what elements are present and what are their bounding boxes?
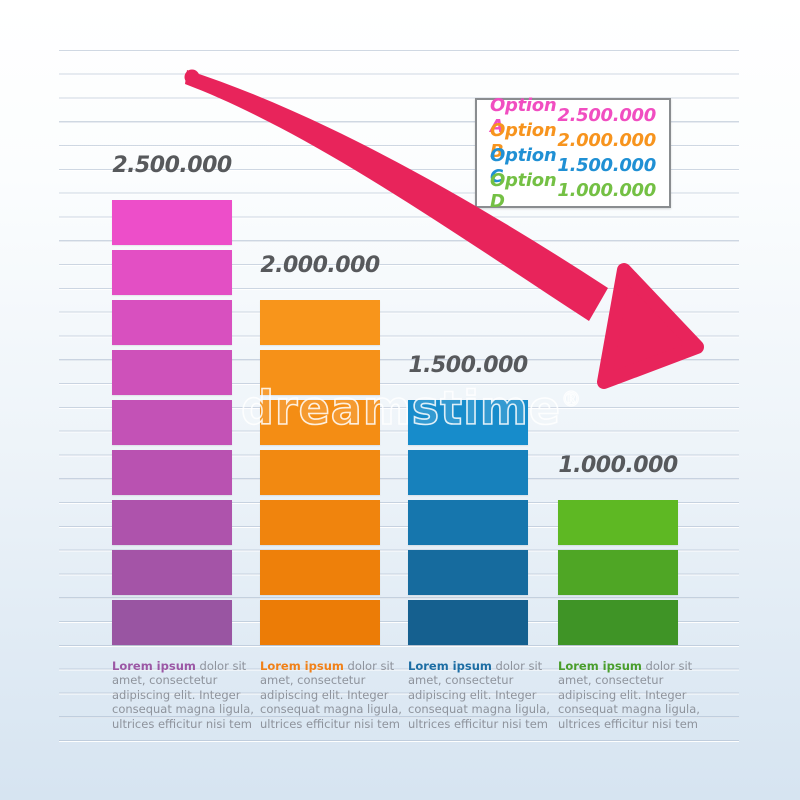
bar-segment [408, 550, 528, 595]
bar-segment [112, 600, 232, 645]
chart-column-option-b: 2.000.000 Lorem ipsum dolor sit amet, co… [260, 0, 408, 800]
footnote-option-c: Lorem ipsum dolor sit amet, consectetur … [408, 659, 551, 731]
bar-segment [408, 450, 528, 495]
bar-segment [260, 450, 380, 495]
bar-value-label-b: 2.000.000 [260, 253, 380, 278]
bar-value-label-c: 1.500.000 [408, 353, 528, 378]
bar-segment [112, 450, 232, 495]
footnote-option-d: Lorem ipsum dolor sit amet, consectetur … [558, 659, 701, 731]
bar-option-b [260, 300, 380, 645]
bar-segment [112, 250, 232, 295]
chart-column-option-a: 2.500.000 Lorem ipsum dolor sit amet, co… [112, 0, 260, 800]
bar-segment [260, 550, 380, 595]
bar-segment [260, 600, 380, 645]
legend-value-b: 2.000.000 [557, 130, 656, 151]
footnote-body-c: dolor sit amet, consectetur adipiscing e… [408, 659, 550, 731]
footnote-lead-b: Lorem ipsum [260, 659, 344, 673]
footnote-option-a: Lorem ipsum dolor sit amet, consectetur … [112, 659, 255, 731]
legend-value-d: 1.000.000 [557, 180, 656, 201]
bar-segment [408, 600, 528, 645]
chart-column-option-d: 1.000.000 Lorem ipsum dolor sit amet, co… [558, 0, 706, 800]
legend-box: Option A 2.500.000 Option B 2.000.000 Opti… [475, 95, 671, 212]
bar-segment [408, 500, 528, 545]
bar-segment [260, 500, 380, 545]
footnote-body-a: dolor sit amet, consectetur adipiscing e… [112, 659, 254, 731]
bar-value-label-a: 2.500.000 [112, 153, 232, 178]
footnote-body-d: dolor sit amet, consectetur adipiscing e… [558, 659, 700, 731]
footnote-option-b: Lorem ipsum dolor sit amet, consectetur … [260, 659, 403, 731]
bar-segment [112, 200, 232, 245]
legend-item-option-d: Option D 1.000.000 [477, 170, 669, 212]
chart-column-option-c: 1.500.000 Lorem ipsum dolor sit amet, co… [408, 0, 556, 800]
footnote-lead-a: Lorem ipsum [112, 659, 196, 673]
bar-option-d [558, 500, 678, 645]
bar-segment [112, 400, 232, 445]
bar-segment [558, 500, 678, 545]
bar-segment [558, 550, 678, 595]
bar-value-label-d: 1.000.000 [558, 453, 678, 478]
bar-segment [112, 550, 232, 595]
legend-label-d: Option D [490, 169, 557, 212]
legend-value-c: 1.500.000 [557, 155, 656, 176]
bar-segment [112, 500, 232, 545]
bar-option-c [408, 400, 528, 645]
bar-segment [558, 600, 678, 645]
bar-segment [408, 400, 528, 445]
bar-segment [112, 300, 232, 345]
footnote-body-b: dolor sit amet, consectetur adipiscing e… [260, 659, 402, 731]
bar-segment [260, 300, 380, 345]
bar-segment [112, 350, 232, 395]
bar-segment [260, 400, 380, 445]
bar-option-a [112, 200, 232, 645]
legend-value-a: 2.500.000 [557, 105, 656, 126]
bar-segment [260, 350, 380, 395]
footnote-lead-c: Lorem ipsum [408, 659, 492, 673]
footnote-lead-d: Lorem ipsum [558, 659, 642, 673]
